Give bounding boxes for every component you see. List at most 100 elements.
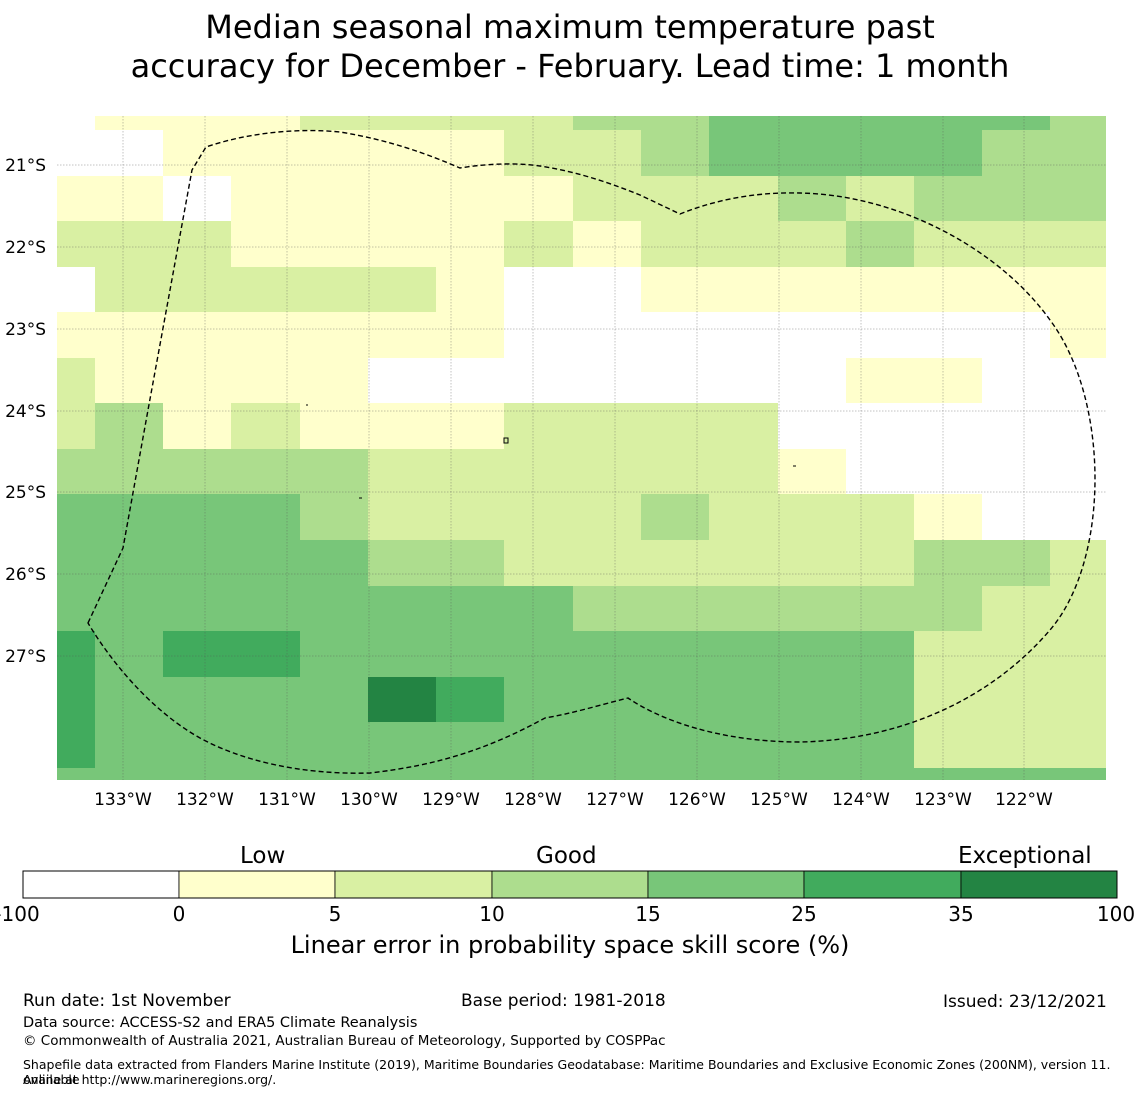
grid-cell (95, 768, 163, 780)
grid-cell (300, 403, 368, 449)
grid-cell (436, 176, 504, 221)
latitude-label: 27°S (5, 647, 46, 667)
shapefile-credit-line-2: online at http://www.marineregions.org/. (23, 1072, 277, 1087)
grid-cell (846, 358, 914, 403)
grid-cell (300, 631, 368, 677)
grid-cell (436, 221, 504, 267)
grid-cell (231, 312, 300, 358)
grid-cell (846, 677, 914, 722)
grid-cell (1050, 722, 1106, 768)
grid-cell (846, 176, 914, 221)
grid-cell (846, 449, 914, 494)
grid-cell (436, 449, 504, 494)
latitude-label: 26°S (5, 565, 46, 585)
grid-cell (914, 267, 982, 312)
grid-cell (504, 267, 573, 312)
grid-cell (641, 768, 709, 780)
grid-cell (231, 494, 300, 540)
grid-cell (982, 494, 1050, 540)
grid-cell (982, 449, 1050, 494)
grid-cell (914, 722, 982, 768)
grid-cell (300, 722, 368, 768)
grid-cell (504, 176, 573, 221)
island-mark (503, 437, 509, 444)
grid-cell (300, 540, 368, 586)
colorbar-segment (22, 870, 180, 899)
grid-cell (231, 722, 300, 768)
grid-cell (982, 267, 1050, 312)
run-date: Run date: 1st November (23, 991, 231, 1011)
grid-cell (95, 358, 163, 403)
grid-cell (57, 312, 95, 358)
grid-cell (95, 586, 163, 631)
grid-cell (95, 677, 163, 722)
grid-cell (368, 677, 436, 722)
grid-cell (778, 403, 846, 449)
grid-cell (709, 768, 778, 780)
grid-cell (231, 768, 300, 780)
grid-cell (573, 116, 641, 130)
grid-cell (57, 358, 95, 403)
grid-cell (163, 116, 231, 130)
grid-cell (846, 221, 914, 267)
grid-cell (778, 221, 846, 267)
grid-cell (1050, 116, 1106, 130)
grid-cell (982, 176, 1050, 221)
grid-cell (231, 586, 300, 631)
colorbar-tick: 10 (479, 902, 505, 926)
grid-cell (368, 768, 436, 780)
grid-cell (57, 267, 95, 312)
grid-cell (709, 677, 778, 722)
grid-cell (57, 677, 95, 722)
grid-cell (436, 586, 504, 631)
grid-cell (982, 312, 1050, 358)
grid-cell (982, 586, 1050, 631)
grid-cell (368, 631, 436, 677)
grid-cell (300, 176, 368, 221)
grid-cell (846, 586, 914, 631)
grid-cell (504, 449, 573, 494)
title-line-2: accuracy for December - February. Lead t… (130, 47, 1010, 85)
grid-cell (846, 130, 914, 176)
grid-cell (163, 722, 231, 768)
latitude-label: 23°S (5, 320, 46, 340)
colorbar-label: Linear error in probability space skill … (290, 931, 850, 959)
grid-cell (914, 540, 982, 586)
grid-cell (57, 494, 95, 540)
grid-cell (641, 449, 709, 494)
grid-cell (57, 116, 95, 130)
grid-cell (57, 631, 95, 677)
grid-cell (436, 677, 504, 722)
grid-cell (504, 768, 573, 780)
grid-cell (57, 221, 95, 267)
grid-cell (436, 116, 504, 130)
grid-cell (914, 176, 982, 221)
grid-cell (778, 677, 846, 722)
grid-cell (982, 116, 1050, 130)
grid-cell (982, 403, 1050, 449)
grid-cell (95, 631, 163, 677)
grid-cell (436, 130, 504, 176)
data-source: Data source: ACCESS-S2 and ERA5 Climate … (23, 1015, 418, 1031)
grid-cell (95, 722, 163, 768)
grid-cell (846, 267, 914, 312)
colorbar-outline (22, 870, 1118, 899)
grid-cell (914, 677, 982, 722)
grid-cell (436, 312, 504, 358)
longitude-label: 125°W (750, 790, 808, 810)
grid-cell (231, 677, 300, 722)
grid-cell (778, 267, 846, 312)
grid-cell (709, 130, 778, 176)
grid-cell (368, 540, 436, 586)
colorbar (22, 870, 1118, 899)
grid-cell (1050, 449, 1106, 494)
grid-cell (163, 449, 231, 494)
grid-cell (778, 768, 846, 780)
grid-cell (914, 768, 982, 780)
grid-cell (573, 677, 641, 722)
colorbar-segment (803, 870, 962, 899)
grid-cell (436, 267, 504, 312)
base-period: Base period: 1981-2018 (461, 991, 666, 1011)
grid-cell (57, 130, 95, 176)
